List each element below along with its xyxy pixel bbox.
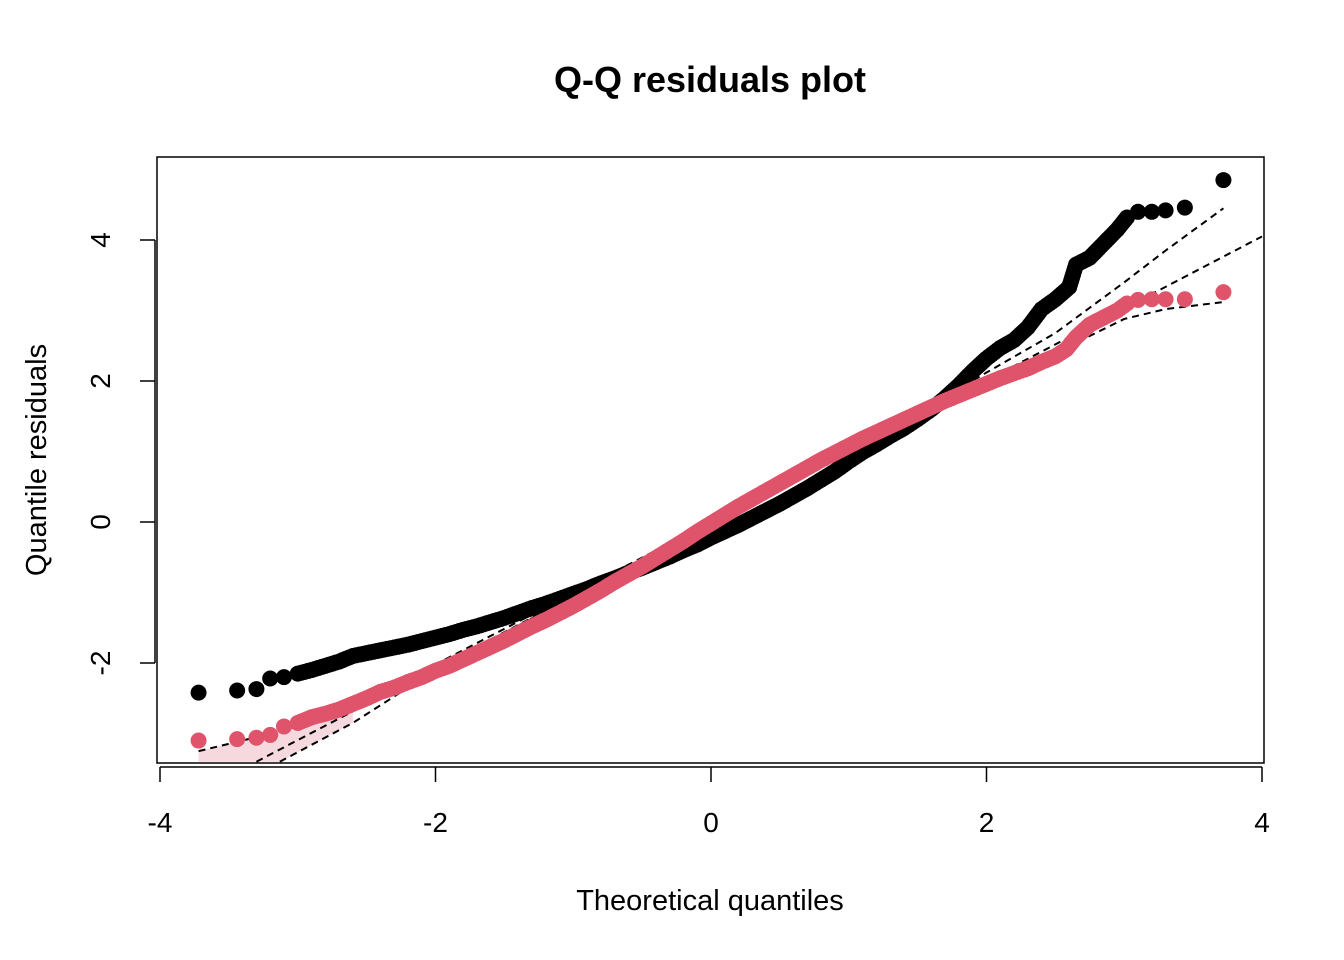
data-point bbox=[275, 669, 292, 686]
data-point bbox=[229, 731, 246, 748]
data-point bbox=[1143, 291, 1160, 308]
data-point bbox=[1143, 203, 1160, 220]
x-tick-label: -4 bbox=[148, 807, 173, 838]
series-1 bbox=[190, 172, 1232, 701]
data-point bbox=[190, 684, 207, 701]
y-tick-label: 2 bbox=[85, 373, 116, 389]
data-point bbox=[275, 718, 292, 735]
x-tick-label: -2 bbox=[423, 807, 448, 838]
series-2 bbox=[190, 284, 1232, 749]
y-tick-label: 4 bbox=[85, 232, 116, 248]
data-point bbox=[229, 682, 246, 699]
x-tick-label: 4 bbox=[1254, 807, 1270, 838]
y-tick-label: -2 bbox=[85, 651, 116, 676]
x-axis-label: Theoretical quantiles bbox=[576, 885, 844, 917]
data-point bbox=[1215, 284, 1232, 301]
chart-title: Q-Q residuals plot bbox=[554, 59, 866, 100]
data-point bbox=[1215, 172, 1232, 189]
data-point bbox=[190, 732, 207, 749]
x-tick-label: 0 bbox=[703, 807, 719, 838]
y-tick-label: 0 bbox=[85, 514, 116, 530]
data-point bbox=[1157, 291, 1174, 308]
x-axis: -4 -2 0 2 4 bbox=[148, 766, 1270, 838]
data-point bbox=[262, 670, 279, 687]
x-tick-label: 2 bbox=[979, 807, 995, 838]
points-layer bbox=[190, 172, 1232, 749]
reference-lines-layer bbox=[198, 207, 1263, 763]
data-point bbox=[1176, 291, 1193, 308]
y-axis-label: Quantile residuals bbox=[21, 344, 53, 576]
y-axis: -2 0 2 4 bbox=[85, 232, 156, 676]
plot-frame bbox=[156, 156, 1265, 764]
data-point bbox=[1176, 199, 1193, 216]
data-point bbox=[248, 729, 265, 746]
data-point bbox=[1130, 203, 1147, 220]
data-point bbox=[1130, 291, 1147, 308]
data-point bbox=[1157, 202, 1174, 219]
data-point bbox=[262, 726, 279, 743]
data-point bbox=[248, 681, 265, 698]
reference-line-2 bbox=[279, 207, 1225, 763]
